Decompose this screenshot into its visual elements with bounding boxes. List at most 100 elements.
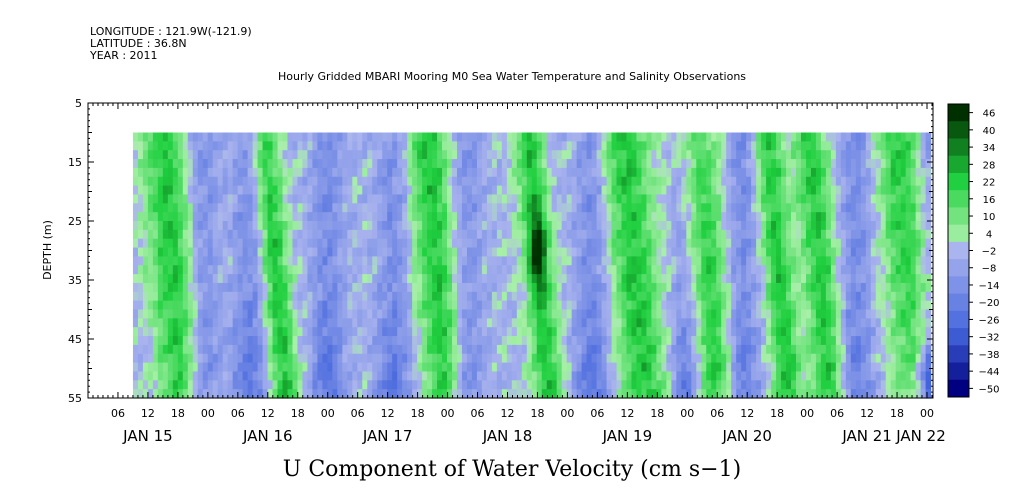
heatmap-cell — [287, 380, 294, 390]
heatmap-cell — [860, 344, 867, 355]
heatmap-cell — [501, 212, 508, 222]
heatmap-cell — [835, 309, 842, 319]
heatmap-cell — [681, 141, 687, 151]
heatmap-cell — [915, 221, 922, 231]
heatmap-cell — [761, 353, 767, 364]
heatmap-cell — [825, 132, 832, 142]
heatmap-cell — [621, 380, 628, 390]
heatmap-cell — [870, 274, 877, 284]
heatmap-cell — [192, 362, 199, 373]
heatmap-cell — [282, 371, 289, 381]
heatmap-cell — [452, 238, 458, 249]
heatmap-cell — [611, 291, 618, 302]
heatmap-cell — [516, 336, 523, 346]
heatmap-cell — [820, 203, 827, 213]
heatmap-cell — [382, 353, 388, 364]
heatmap-cell — [247, 282, 254, 293]
heatmap-cell — [516, 176, 523, 187]
heatmap-cell — [601, 229, 608, 240]
heatmap-cell — [287, 362, 294, 373]
heatmap-cell — [850, 247, 857, 257]
heatmap-cell — [372, 185, 378, 196]
heatmap-cell — [686, 371, 692, 381]
heatmap-cell — [920, 150, 927, 160]
heatmap-cell — [646, 344, 653, 355]
heatmap-cell — [581, 194, 588, 204]
heatmap-cell — [212, 265, 219, 275]
heatmap-cell — [885, 203, 892, 213]
heatmap-cell — [342, 212, 348, 222]
heatmap-cell — [432, 274, 438, 284]
heatmap-cell — [676, 150, 682, 160]
heatmap-cell — [536, 353, 543, 364]
heatmap-cell — [601, 371, 608, 381]
heatmap-cell — [357, 291, 363, 302]
heatmap-cell — [636, 132, 643, 142]
heatmap-cell — [442, 159, 448, 169]
heatmap-cell — [137, 132, 144, 142]
heatmap-cell — [382, 389, 388, 399]
heatmap-cell — [432, 247, 438, 257]
heatmap-cell — [686, 203, 692, 213]
heatmap-cell — [147, 380, 154, 390]
heatmap-cell — [815, 167, 822, 178]
heatmap-cell — [910, 291, 917, 302]
heatmap-cell — [471, 229, 478, 240]
heatmap-cell — [137, 203, 144, 213]
heatmap-cell — [571, 203, 578, 213]
heatmap-cell — [865, 274, 872, 284]
heatmap-cell — [701, 362, 707, 373]
heatmap-cell — [746, 344, 752, 355]
heatmap-cell — [237, 362, 244, 373]
heatmap-cell — [686, 247, 692, 257]
heatmap-cell — [382, 300, 388, 311]
heatmap-cell — [367, 336, 373, 346]
heatmap-cell — [506, 150, 513, 160]
heatmap-cell — [596, 327, 603, 337]
heatmap-cell — [252, 247, 259, 257]
heatmap-cell — [895, 256, 902, 266]
heatmap-cell — [207, 300, 214, 311]
heatmap-cell — [352, 300, 358, 311]
heatmap-cell — [581, 229, 588, 240]
heatmap-cell — [591, 132, 598, 142]
heatmap-cell — [751, 176, 757, 187]
heatmap-cell — [466, 265, 473, 275]
heatmap-cell — [850, 353, 857, 364]
heatmap-cell — [796, 282, 802, 293]
heatmap-cell — [367, 159, 373, 169]
heatmap-cell — [910, 274, 917, 284]
heatmap-cell — [850, 309, 857, 319]
heatmap-cell — [137, 353, 144, 364]
heatmap-cell — [526, 380, 533, 390]
heatmap-cell — [746, 353, 752, 364]
heatmap-cell — [810, 238, 817, 249]
heatmap-cell — [516, 274, 523, 284]
heatmap-cell — [791, 141, 797, 151]
heatmap-cell — [132, 167, 139, 178]
heatmap-cell — [661, 238, 667, 249]
heatmap-cell — [207, 167, 214, 178]
heatmap-cell — [257, 203, 264, 213]
heatmap-cell — [377, 389, 383, 399]
heatmap-cell — [701, 265, 707, 275]
heatmap-cell — [895, 132, 902, 142]
heatmap-cell — [900, 159, 907, 169]
heatmap-cell — [771, 300, 777, 311]
heatmap-cell — [197, 141, 204, 151]
heatmap-cell — [661, 159, 667, 169]
heatmap-cell — [277, 256, 284, 266]
heatmap-cell — [217, 150, 224, 160]
heatmap-cell — [461, 291, 468, 302]
heatmap-cell — [152, 291, 159, 302]
heatmap-cell — [372, 265, 378, 275]
heatmap-cell — [197, 212, 204, 222]
heatmap-cell — [925, 380, 932, 390]
heatmap-cell — [820, 362, 827, 373]
heatmap-cell — [461, 247, 468, 257]
heatmap-cell — [177, 344, 184, 355]
heatmap-cell — [302, 203, 309, 213]
heatmap-cell — [596, 336, 603, 346]
heatmap-cell — [182, 318, 189, 328]
heatmap-cell — [696, 371, 702, 381]
